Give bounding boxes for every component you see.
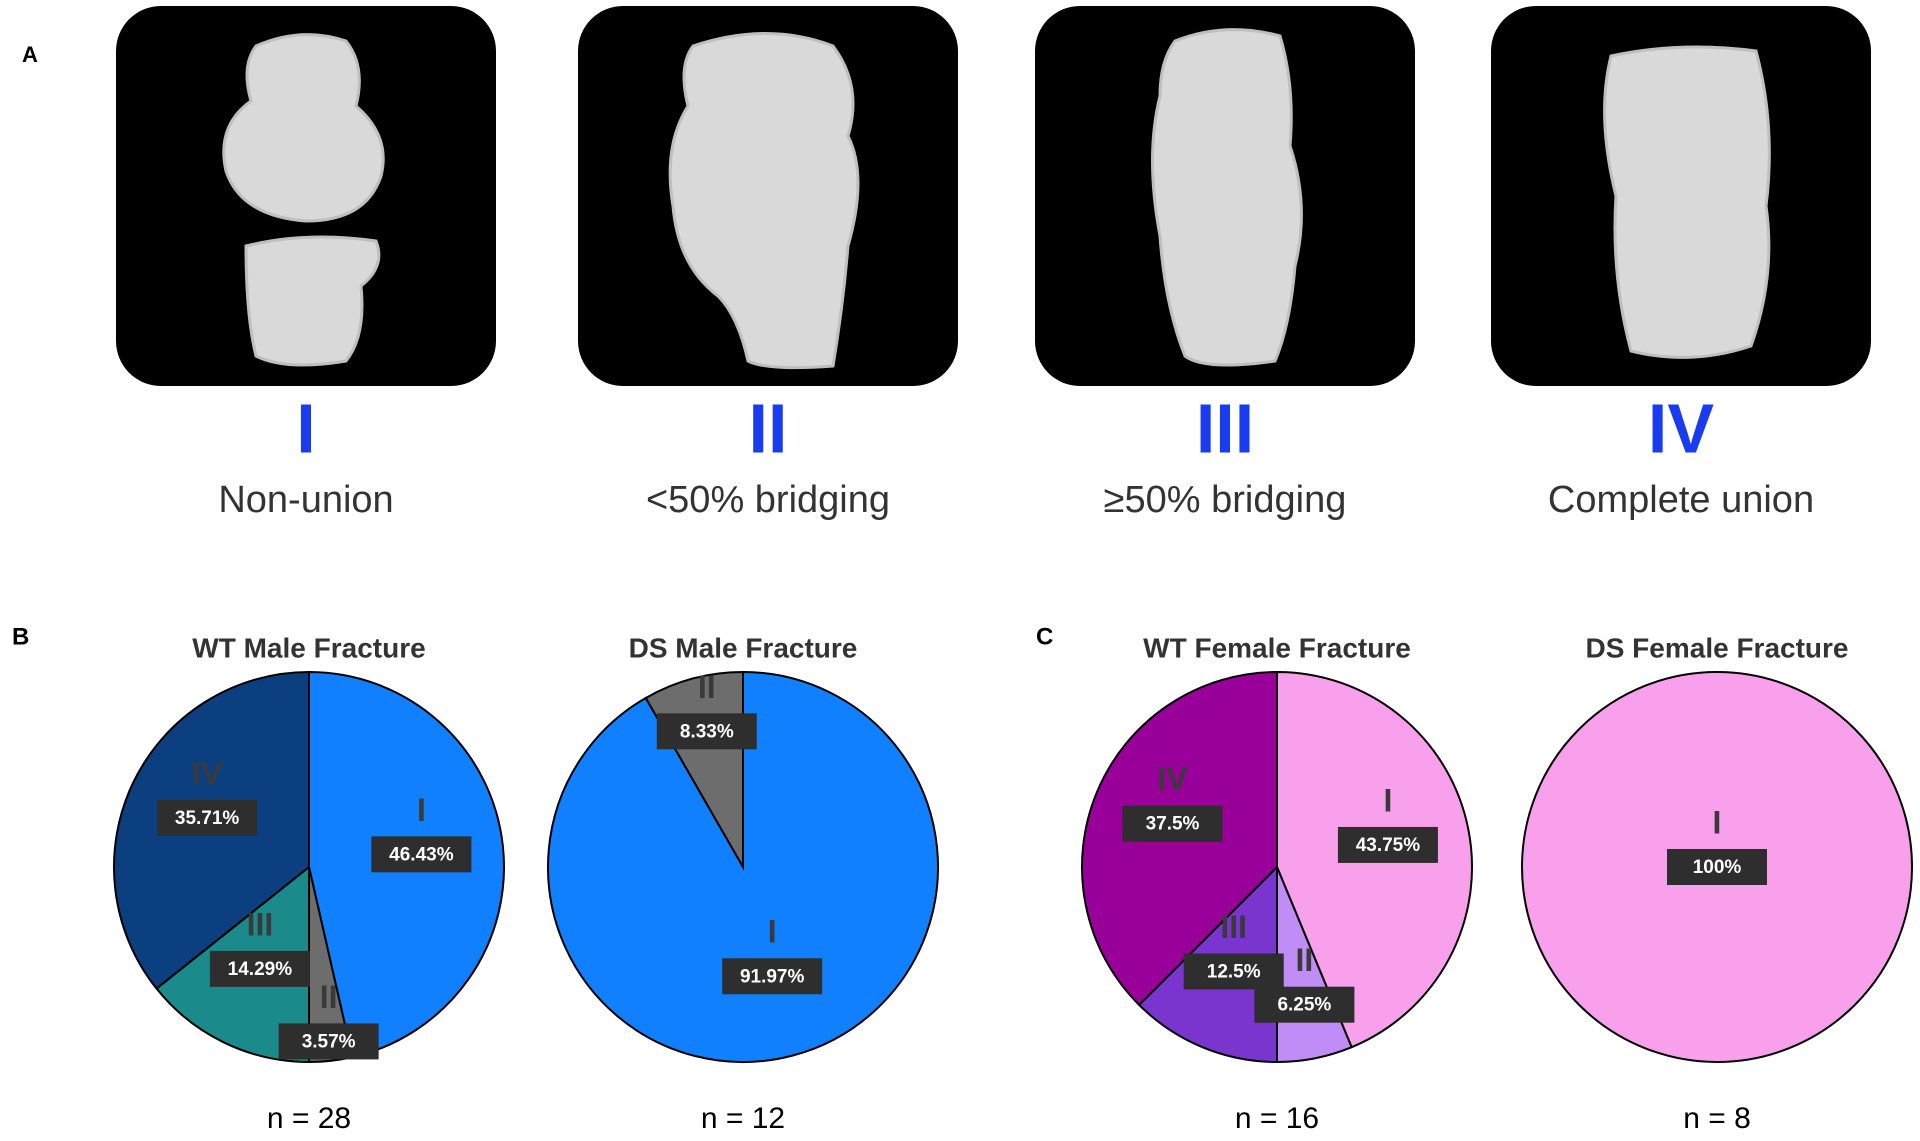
stage-label: ≥50% bridging bbox=[1104, 479, 1347, 521]
value-label-box bbox=[722, 958, 823, 995]
panel-label: C bbox=[1036, 623, 1053, 650]
slice-category: II bbox=[1296, 942, 1314, 978]
value-label-box bbox=[209, 950, 310, 987]
slice-category: II bbox=[320, 979, 338, 1015]
slice-category: II bbox=[698, 669, 716, 705]
chart-title: WT Female Fracture bbox=[1143, 632, 1411, 663]
chart-note: n = 8 bbox=[1683, 1102, 1751, 1135]
stage-label: <50% bridging bbox=[646, 479, 890, 521]
chart-title: WT Male Fracture bbox=[192, 632, 425, 663]
render-panel bbox=[116, 6, 496, 386]
slice-category: I bbox=[1713, 804, 1722, 840]
stage-numeral: II bbox=[749, 389, 788, 467]
chart-title: DS Male Fracture bbox=[629, 632, 858, 663]
value-label-box bbox=[278, 1023, 379, 1060]
value-label-box bbox=[1122, 805, 1223, 842]
stage-numeral: III bbox=[1196, 389, 1254, 467]
value-label: 100% bbox=[1693, 857, 1742, 878]
slice-category: I bbox=[417, 792, 426, 828]
slice-category: IV bbox=[192, 755, 223, 791]
value-label-box bbox=[371, 836, 472, 873]
value-label: 12.5% bbox=[1207, 962, 1261, 983]
value-label: 37.5% bbox=[1146, 814, 1200, 835]
slice-category: I bbox=[768, 914, 777, 950]
value-label-box bbox=[1183, 953, 1284, 990]
stage-label: Complete union bbox=[1548, 479, 1814, 521]
value-label: 91.97% bbox=[740, 966, 805, 987]
value-label: 35.71% bbox=[175, 808, 240, 829]
value-label: 46.43% bbox=[389, 844, 454, 865]
value-label: 6.25% bbox=[1277, 995, 1331, 1016]
render-panel bbox=[1035, 6, 1415, 386]
value-label-box bbox=[1337, 826, 1438, 863]
render-panel bbox=[1491, 6, 1871, 386]
value-label-box bbox=[1254, 986, 1355, 1023]
value-label: 3.57% bbox=[302, 1031, 356, 1052]
chart-note: n = 12 bbox=[701, 1102, 785, 1135]
slice-category: I bbox=[1383, 782, 1392, 818]
stage-numeral: I bbox=[296, 389, 315, 467]
panel-label: A bbox=[22, 42, 38, 67]
panel-label: B bbox=[12, 623, 29, 650]
value-label: 8.33% bbox=[680, 721, 734, 742]
value-label: 14.29% bbox=[228, 959, 293, 980]
slice-category: IV bbox=[1157, 761, 1188, 797]
chart-note: n = 28 bbox=[267, 1102, 351, 1135]
stage-numeral: IV bbox=[1648, 389, 1714, 467]
slice-category: III bbox=[1220, 909, 1247, 945]
chart-note: n = 16 bbox=[1235, 1102, 1319, 1135]
value-label: 43.75% bbox=[1356, 835, 1421, 856]
slice-category: III bbox=[247, 906, 274, 942]
chart-title: DS Female Fracture bbox=[1586, 632, 1849, 663]
value-label-box bbox=[656, 713, 757, 750]
value-label-box bbox=[157, 799, 258, 836]
value-label-box bbox=[1667, 849, 1767, 885]
stage-label: Non-union bbox=[218, 479, 393, 521]
render-panel bbox=[578, 6, 958, 386]
